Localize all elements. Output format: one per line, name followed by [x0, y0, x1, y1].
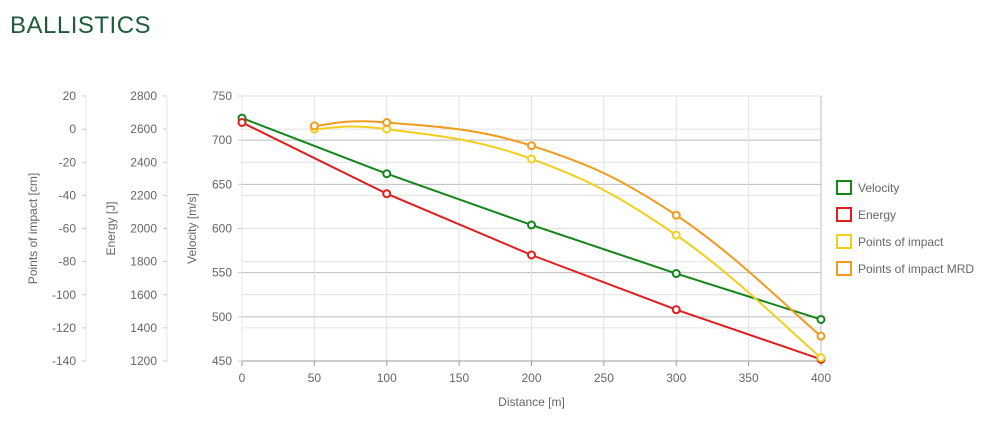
energy-tick-label: 2200 [130, 188, 157, 202]
legend-swatch-velocity [836, 180, 852, 195]
data-point-points-of-impact-mrd [382, 118, 392, 127]
impact-axis-title: Points of impact [cm] [26, 173, 40, 284]
energy-tick-label: 1200 [130, 354, 157, 368]
x-tick-label: 200 [521, 371, 541, 385]
data-point-energy [671, 305, 681, 315]
data-point-points-of-impact [671, 230, 681, 240]
data-point-points-of-impact [527, 154, 536, 164]
energy-tick-label: 1400 [130, 321, 157, 335]
impact-tick-label: -140 [52, 354, 76, 368]
data-point-energy [237, 118, 247, 127]
x-tick-label: 300 [666, 371, 686, 385]
data-point-velocity [527, 220, 536, 230]
legend-swatch-energy [836, 207, 852, 222]
impact-tick-label: -80 [59, 255, 77, 269]
data-point-energy [382, 189, 392, 199]
legend-label-points-of-impact: Points of impact [858, 235, 944, 249]
impact-tick-label: 0 [69, 122, 76, 136]
x-tick-label: 150 [449, 371, 469, 385]
energy-tick-label: 2400 [130, 155, 157, 169]
velocity-tick-label: 650 [212, 177, 232, 191]
velocity-axis-title: Velocity [m/s] [185, 193, 199, 264]
legend-label-points-of-impact-mrd: Points of impact MRD [858, 262, 974, 276]
series-line-points-of-impact-mrd [314, 120, 822, 337]
data-point-points-of-impact [816, 353, 826, 363]
page-title: BALLISTICS [10, 12, 152, 39]
x-tick-label: 350 [739, 371, 759, 385]
impact-tick-label: -40 [59, 188, 77, 202]
x-tick-label: 100 [377, 371, 397, 385]
data-point-points-of-impact-mrd [671, 210, 681, 220]
energy-tick-label: 2000 [130, 222, 157, 236]
legend-label-velocity: Velocity [858, 181, 899, 195]
x-axis-title: Distance [m] [498, 395, 565, 409]
energy-tick-label: 1800 [130, 255, 157, 269]
legend-label-energy: Energy [858, 208, 896, 222]
data-point-velocity [382, 169, 392, 179]
impact-tick-label: -60 [59, 222, 77, 236]
x-tick-label: 0 [239, 371, 246, 385]
impact-tick-label: -120 [52, 321, 76, 335]
legend-layer: Velocity Energy Points of impact Points of … [836, 180, 974, 276]
data-point-velocity [816, 314, 826, 324]
x-tick-label: 250 [594, 371, 614, 385]
data-point-points-of-impact-mrd [309, 121, 319, 131]
series-line-points-of-impact [314, 125, 822, 359]
data-point-energy [527, 250, 536, 260]
velocity-tick-label: 600 [212, 222, 232, 236]
energy-tick-label: 2800 [130, 89, 157, 103]
x-tick-label: 400 [811, 371, 831, 385]
series-layer [237, 113, 826, 364]
energy-axis-title: Energy [J] [104, 201, 118, 255]
velocity-tick-label: 550 [212, 266, 232, 280]
grid-layer [241, 95, 822, 366]
velocity-tick-label: 750 [212, 89, 232, 103]
data-point-velocity [671, 269, 681, 279]
velocity-tick-label: 700 [212, 133, 232, 147]
impact-tick-label: -20 [59, 155, 77, 169]
energy-tick-label: 2600 [130, 122, 157, 136]
data-point-points-of-impact-mrd [527, 141, 536, 151]
legend-swatch-points-of-impact-mrd [836, 261, 852, 276]
x-tick-label: 50 [308, 371, 322, 385]
impact-tick-label: -100 [52, 288, 76, 302]
data-point-points-of-impact-mrd [816, 331, 826, 341]
energy-tick-label: 1600 [130, 288, 157, 302]
velocity-tick-label: 450 [212, 354, 232, 368]
legend-swatch-points-of-impact [836, 234, 852, 249]
impact-tick-label: 20 [63, 89, 77, 103]
velocity-tick-label: 500 [212, 310, 232, 324]
